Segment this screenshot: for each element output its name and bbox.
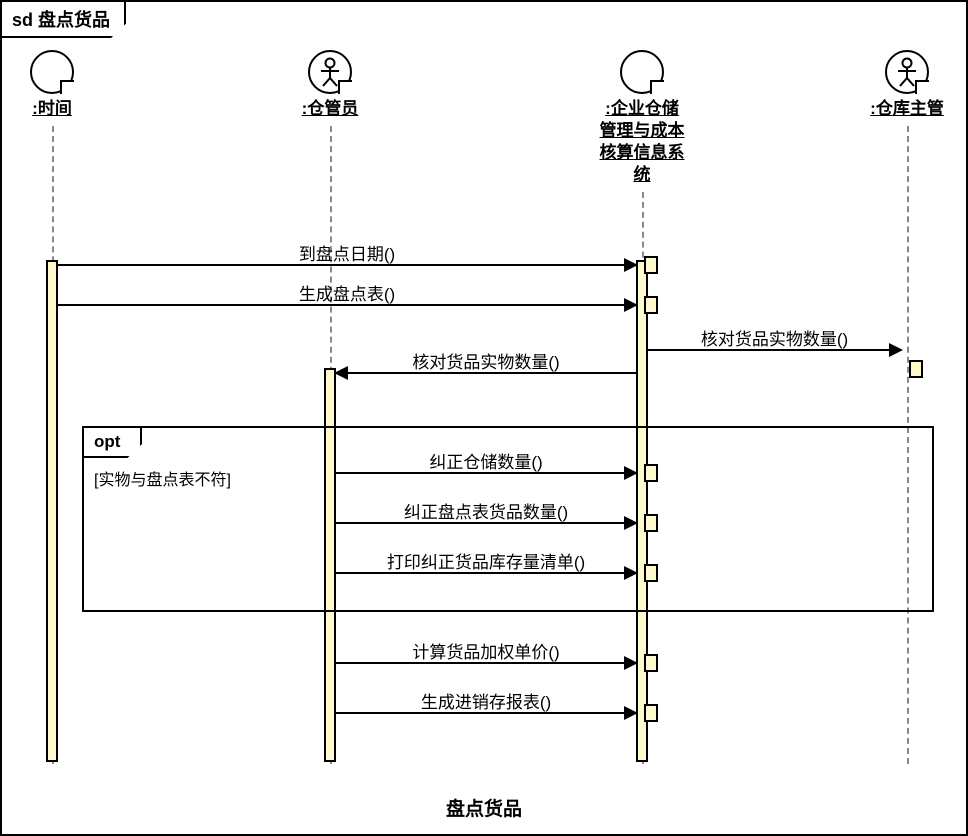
diagram-title: sd 盘点货品 [12,10,110,30]
corner-fold-icon [338,80,352,94]
lifeline-head-time: :时间 [0,50,132,120]
arrowhead-icon [624,706,638,720]
message-label: 打印纠正货品库存量清单() [387,548,585,573]
message-label: 纠正盘点表货品数量() [404,498,568,523]
arrowhead-icon [334,366,348,380]
message-label: 生成盘点表() [299,280,395,305]
activation-exec [644,704,658,722]
activation-exec [644,296,658,314]
message-label: 到盘点日期() [299,240,395,265]
arrowhead-icon [624,516,638,530]
activation-bar [46,260,58,762]
corner-fold-icon [60,80,74,94]
lifeline-head-system: :企业仓储 管理与成本 核算信息系 统 [562,50,722,186]
message-label: 核对货品实物数量() [701,325,848,350]
sequence-diagram: sd 盘点货品 :时间 :仓管员 :企业仓储 管理与成本 核算信息系 统 :仓库主管 o… [0,0,968,836]
actor-icon [308,50,352,94]
arrowhead-icon [624,258,638,272]
lifeline-head-manager: :仓库主管 [827,50,968,120]
arrowhead-icon [624,466,638,480]
activation-exec [909,360,923,378]
message-label: 生成进销存报表() [421,688,551,713]
activation-exec [644,256,658,274]
opt-label: opt [82,426,142,458]
actor-icon [885,50,929,94]
corner-fold-icon [650,80,664,94]
arrowhead-icon [624,656,638,670]
lifeline-label: :时间 [0,98,132,120]
message-label: 核对货品实物数量() [412,348,559,373]
lifeline-label: :仓管员 [250,98,410,120]
object-icon [30,50,74,94]
arrowhead-icon [624,298,638,312]
message-label: 纠正仓储数量() [429,448,542,473]
lifeline-label: :仓库主管 [827,98,968,120]
arrowhead-icon [889,343,903,357]
lifeline-head-clerk: :仓管员 [250,50,410,120]
opt-guard: [实物与盘点表不符] [94,466,231,490]
diagram-title-tab: sd 盘点货品 [2,2,126,38]
message-label: 计算货品加权单价() [412,638,559,663]
activation-exec [644,654,658,672]
corner-fold-icon [915,80,929,94]
object-icon [620,50,664,94]
lifeline-label: :企业仓储 管理与成本 核算信息系 统 [562,98,722,186]
diagram-footer-title: 盘点货品 [446,794,522,821]
arrowhead-icon [624,566,638,580]
